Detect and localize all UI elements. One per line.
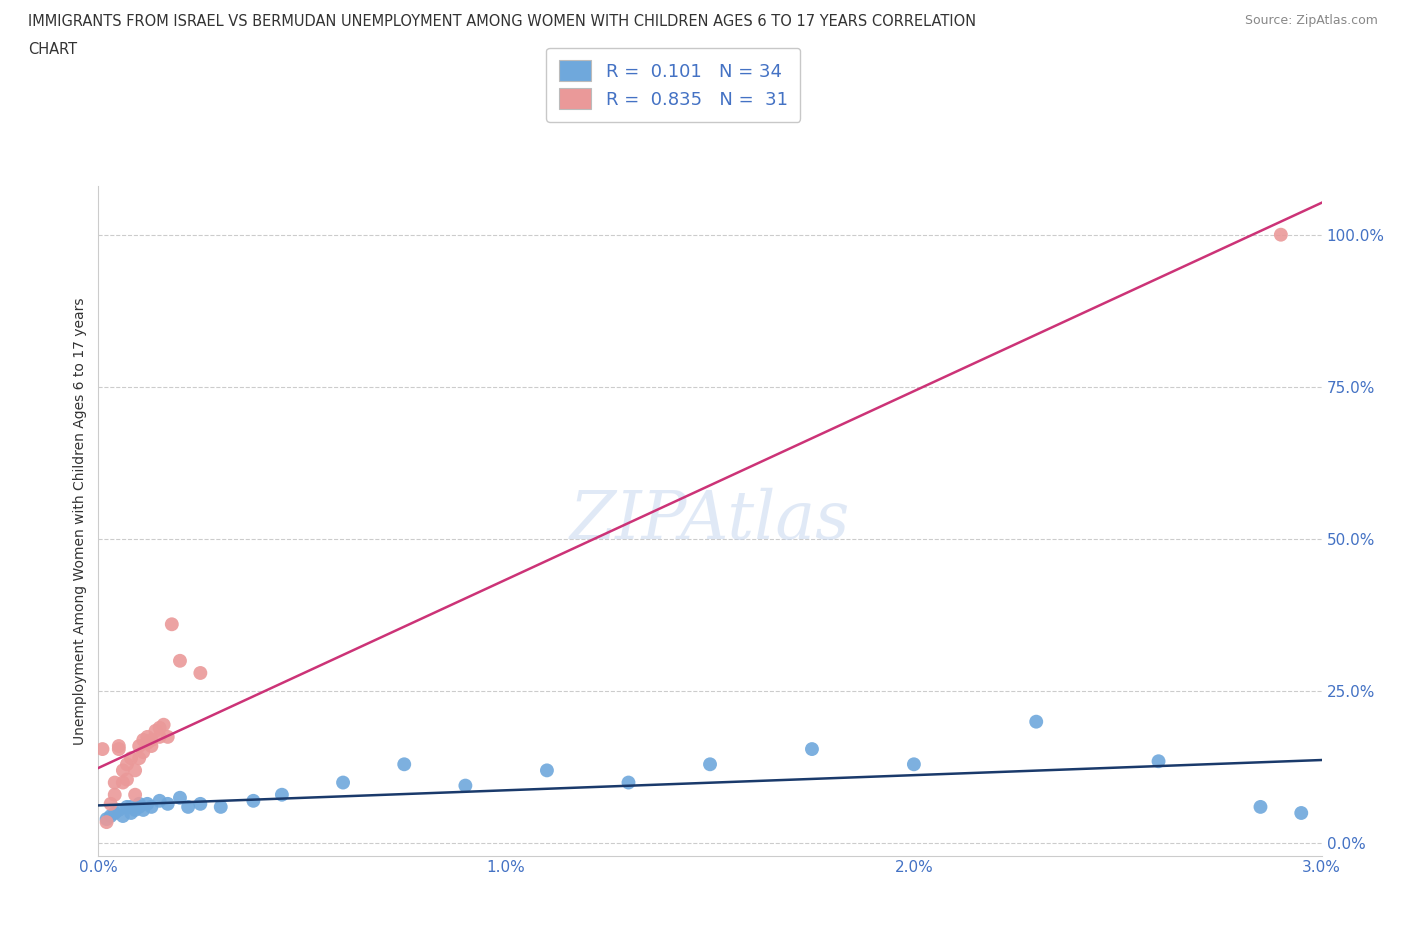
Point [128, 796, 150, 811]
Point [332, 775, 354, 790]
Point [128, 751, 150, 765]
Point [128, 738, 150, 753]
Point [454, 778, 477, 793]
Point [104, 775, 127, 790]
Point [115, 800, 138, 815]
Point [120, 805, 142, 820]
Point [141, 800, 163, 815]
Point [111, 775, 134, 790]
Point [1270, 227, 1292, 242]
Point [108, 738, 131, 753]
Point [1147, 754, 1170, 769]
Point [209, 800, 232, 815]
Point [115, 757, 138, 772]
Point [111, 808, 134, 823]
Point [1249, 800, 1271, 815]
Point [124, 788, 146, 803]
Point [177, 800, 200, 815]
Point [149, 729, 172, 744]
Text: CHART: CHART [28, 42, 77, 57]
Point [128, 800, 150, 815]
Point [617, 775, 640, 790]
Point [115, 772, 138, 787]
Point [100, 796, 122, 811]
Point [120, 751, 142, 765]
Point [536, 763, 558, 777]
Point [136, 796, 159, 811]
Point [100, 808, 122, 823]
Point [124, 803, 146, 817]
Point [145, 724, 167, 738]
Point [1289, 805, 1312, 820]
Point [104, 805, 127, 820]
Point [104, 788, 127, 803]
Point [270, 788, 292, 803]
Text: IMMIGRANTS FROM ISRAEL VS BERMUDAN UNEMPLOYMENT AMONG WOMEN WITH CHILDREN AGES 6: IMMIGRANTS FROM ISRAEL VS BERMUDAN UNEMP… [28, 14, 976, 29]
Point [111, 763, 134, 777]
Text: Source: ZipAtlas.com: Source: ZipAtlas.com [1244, 14, 1378, 27]
Point [108, 741, 131, 756]
Point [149, 721, 172, 736]
Point [132, 745, 155, 760]
Point [108, 803, 131, 817]
Point [699, 757, 721, 772]
Point [169, 790, 191, 805]
Point [392, 757, 416, 772]
Point [801, 741, 824, 756]
Point [903, 757, 925, 772]
Point [96, 812, 118, 827]
Text: ZIPAtlas: ZIPAtlas [569, 488, 851, 553]
Point [188, 666, 212, 681]
Point [124, 763, 146, 777]
Point [136, 736, 159, 751]
Point [160, 617, 183, 631]
Point [141, 738, 163, 753]
Point [156, 796, 179, 811]
Point [91, 741, 114, 756]
Point [1025, 714, 1047, 729]
Point [132, 803, 155, 817]
Point [152, 717, 174, 732]
Point [188, 796, 212, 811]
Y-axis label: Unemployment Among Women with Children Ages 6 to 17 years: Unemployment Among Women with Children A… [73, 297, 87, 745]
Point [120, 800, 142, 815]
Point [136, 729, 159, 744]
Point [156, 729, 179, 744]
Point [169, 654, 191, 669]
Point [132, 733, 155, 748]
Point [141, 733, 163, 748]
Point [96, 815, 118, 830]
Point [149, 793, 172, 808]
Point [242, 793, 264, 808]
